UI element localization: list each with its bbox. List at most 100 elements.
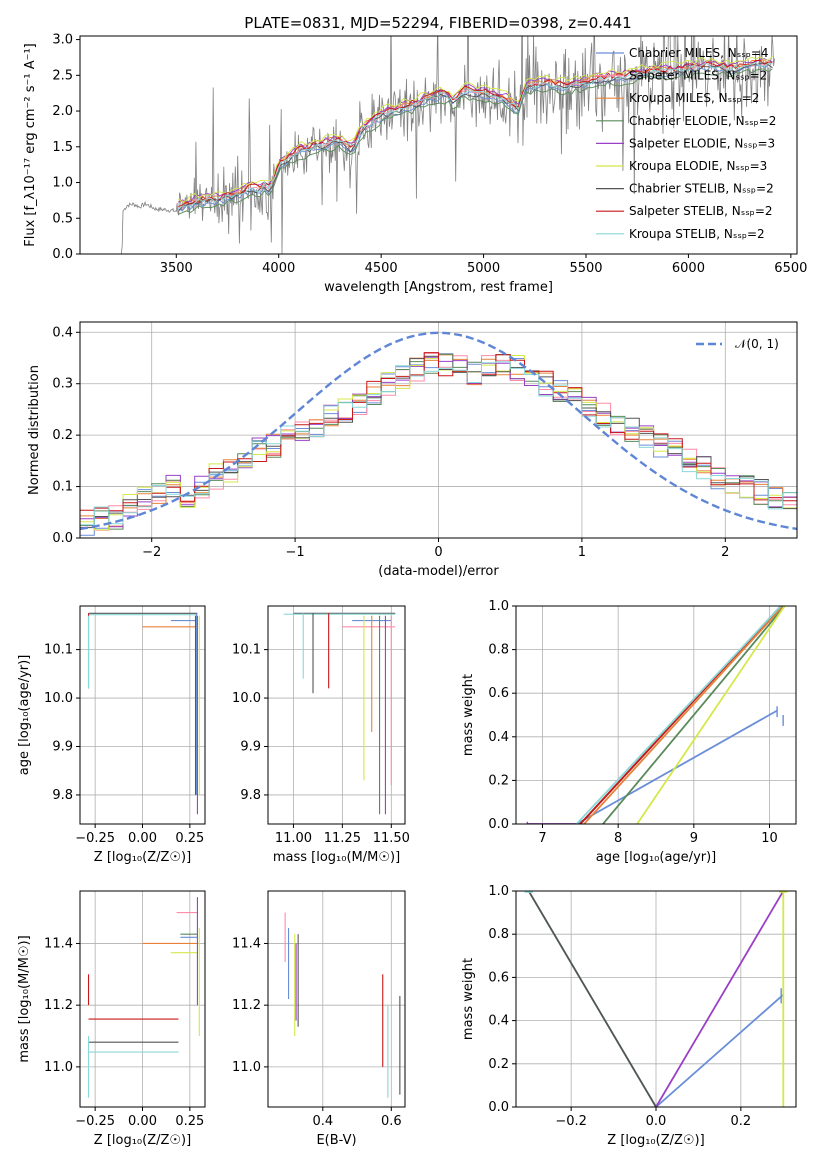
spectrum-panel: 3500 4000 4500 5000 5500 6000 6500 0.0 0.5 1.0 1.5…	[23, 33, 807, 295]
x-tick-label: 11.50	[373, 831, 410, 846]
y-axis-label: Normed distribution	[27, 365, 42, 495]
x-tick-label: 10	[761, 831, 778, 846]
x-axis-label: wavelength [Angstrom, rest frame]	[324, 280, 553, 295]
y-tick-label: 11.0	[44, 1060, 73, 1075]
x-axis-label: age [log₁₀(age/yr)]	[596, 850, 717, 865]
x-tick-label: 5500	[569, 261, 602, 276]
mass-age-panel: 11.00 11.25 11.50 9.8 9.9 10.0 10.1 mass [log₁₀…	[232, 605, 410, 865]
y-tick-label: 0.0	[488, 1100, 509, 1115]
x-tick-label: 7	[538, 831, 546, 846]
x-axis-label: Z [log₁₀(Z/Z☉)]	[94, 1133, 191, 1148]
plot-frame	[79, 321, 798, 539]
x-axis-label: Z [log₁₀(Z/Z☉)]	[94, 850, 191, 865]
cumulative-lines	[524, 891, 788, 1107]
plot-frame	[79, 35, 798, 255]
y-tick-label: 0.0	[488, 817, 509, 832]
y-tick-label: 0.2	[488, 1057, 509, 1072]
age-massweight-panel: 7 8 9 10 0.0 0.2 0.4 0.6 0.8 1.0 age [log₁₀(age/yr…	[461, 599, 797, 865]
scatter-marks	[87, 612, 200, 815]
x-tick-label: 11.25	[324, 831, 361, 846]
y-tick-label: 10.1	[44, 643, 73, 658]
legend-entry: Chabrier MILES, Nₛₛₚ=4	[629, 46, 769, 60]
y-tick-label: 11.2	[232, 998, 261, 1013]
x-axis-label: E(B-V)	[316, 1133, 356, 1148]
model-line	[177, 62, 773, 212]
x-tick-label: 8	[614, 831, 622, 846]
cumulative-line	[575, 606, 782, 824]
y-tick-label: 10.0	[232, 691, 261, 706]
y-tick-label: 9.8	[52, 788, 73, 803]
histogram-steps	[80, 331, 797, 538]
scatter-marks	[283, 612, 396, 815]
cumulative-lines	[526, 606, 786, 824]
x-tick-label: −0.2	[555, 1114, 587, 1129]
x-axis-label: Z [log₁₀(Z/Z☉)]	[607, 1133, 704, 1148]
y-tick-label: 0.8	[488, 927, 509, 942]
legend-entry: Kroupa ELODIE, Nₛₛₚ=3	[629, 159, 767, 173]
y-tick-label: 1.5	[52, 140, 73, 155]
histogram-series	[80, 352, 797, 538]
z-massweight-panel: −0.2 0.0 0.2 0.0 0.2 0.4 0.6 0.8 1.0 Z [log₁₀(Z/Z…	[461, 884, 797, 1148]
x-tick-label: 0.25	[175, 831, 204, 846]
model-line	[178, 55, 773, 203]
x-tick-label: 0.6	[381, 1114, 402, 1129]
x-tick-label: −0.25	[75, 831, 115, 846]
figure-title: PLATE=0831, MJD=52294, FIBERID=0398, z=0…	[244, 14, 631, 32]
x-tick-label: 9	[690, 831, 698, 846]
y-tick-label: 0.2	[52, 428, 73, 443]
cumulative-line	[636, 606, 786, 824]
y-tick-label: 0.2	[488, 773, 509, 788]
scatter-marks	[87, 897, 200, 1098]
x-tick-label: 4000	[262, 261, 295, 276]
z-mass-panel: −0.25 0.00 0.25 11.0 11.2 11.4 Z [log₁₀(Z/Z☉)]…	[17, 890, 206, 1148]
y-tick-label: 9.9	[52, 739, 73, 754]
y-tick-label: 0.4	[52, 325, 73, 340]
y-axis-label: mass [log₁₀(M/M☉)]	[17, 935, 32, 1062]
x-tick-label: 2	[721, 545, 729, 560]
plot-frame	[267, 890, 406, 1108]
plot-frame	[515, 890, 797, 1108]
y-axis-label: age [log₁₀(age/yr)]	[17, 655, 32, 776]
y-tick-label: 0.4	[488, 730, 509, 745]
plot-frame	[267, 605, 406, 825]
spectrum-data-line	[80, 36, 775, 254]
x-tick-label: 6000	[672, 261, 705, 276]
y-tick-label: 0.6	[488, 970, 509, 985]
x-axis-label: mass [log₁₀(M/M☉)]	[273, 850, 400, 865]
y-tick-label: 0.4	[488, 1014, 509, 1029]
x-tick-label: 0.0	[646, 1114, 667, 1129]
plot-frame	[515, 605, 797, 825]
y-tick-label: 11.0	[232, 1060, 261, 1075]
plot-frame	[79, 605, 206, 825]
y-tick-label: 10.1	[232, 643, 261, 658]
y-tick-label: 1.0	[52, 176, 73, 191]
histogram-series	[80, 361, 797, 538]
z-age-panel: −0.25 0.00 0.25 9.8 9.9 10.0 10.1 Z [log₁₀(Z/Z☉…	[17, 605, 206, 865]
x-tick-label: −2	[142, 545, 161, 560]
x-tick-label: 3500	[160, 261, 193, 276]
y-tick-label: 0.6	[488, 686, 509, 701]
cumulative-line	[602, 606, 786, 824]
spectrum-legend: Chabrier MILES, Nₛₛₚ=4 Salpeter MILES, Nₛ…	[596, 46, 776, 241]
legend-entry: Kroupa STELIB, Nₛₛₚ=2	[629, 227, 765, 241]
y-tick-label: 3.0	[52, 33, 73, 48]
y-tick-label: 9.9	[240, 739, 261, 754]
x-tick-label: 11.00	[275, 831, 312, 846]
x-tick-label: −1	[286, 545, 305, 560]
y-axis-label: mass weight	[461, 674, 476, 756]
y-tick-label: 0.5	[52, 211, 73, 226]
y-axis-label: mass weight	[461, 958, 476, 1040]
residuals-panel: −2 −1 0 1 2 0.0 0.1 0.2 0.3 0.4 (data-model)/error…	[27, 321, 798, 579]
x-tick-label: 5000	[467, 261, 500, 276]
y-tick-label: 1.0	[488, 884, 509, 899]
x-tick-label: 0.2	[731, 1114, 752, 1129]
x-tick-label: 0.4	[312, 1114, 333, 1129]
x-tick-label: 0.25	[175, 1114, 204, 1129]
x-tick-label: 6500	[774, 261, 807, 276]
x-axis-label: (data-model)/error	[378, 564, 499, 579]
model-line	[178, 59, 773, 208]
x-tick-label: 4500	[365, 261, 398, 276]
y-axis-label: Flux [f_λ10⁻¹⁷ erg cm⁻² s⁻¹ A⁻¹]	[23, 43, 38, 247]
y-tick-label: 9.8	[240, 788, 261, 803]
y-tick-label: 0.3	[52, 377, 73, 392]
